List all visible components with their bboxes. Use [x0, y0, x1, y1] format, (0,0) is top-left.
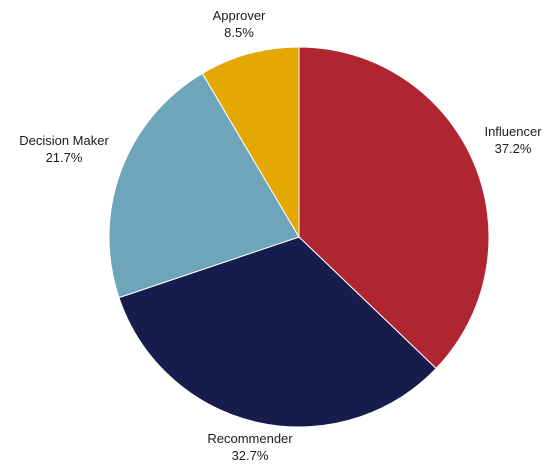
- slice-label-recommender: Recommender: [207, 431, 293, 446]
- slice-value-approver: 8.5%: [224, 25, 254, 40]
- slice-value-influencer: 37.2%: [495, 141, 532, 156]
- slice-value-recommender: 32.7%: [232, 448, 269, 463]
- pie-slices: [108, 46, 490, 428]
- pie-slice-decision-maker: [108, 72, 300, 299]
- pie-slice-recommender: [118, 236, 437, 428]
- slice-value-decision-maker: 21.7%: [46, 150, 83, 165]
- slice-label-decision-maker: Decision Maker: [19, 133, 109, 148]
- slice-label-approver: Approver: [213, 8, 266, 23]
- slice-label-influencer: Influencer: [484, 124, 542, 139]
- pie-labels: Influencer 37.2% Recommender 32.7% Decision …: [19, 8, 542, 463]
- pie-slice-approver: [201, 46, 300, 239]
- pie-slice-influencer: [298, 46, 490, 370]
